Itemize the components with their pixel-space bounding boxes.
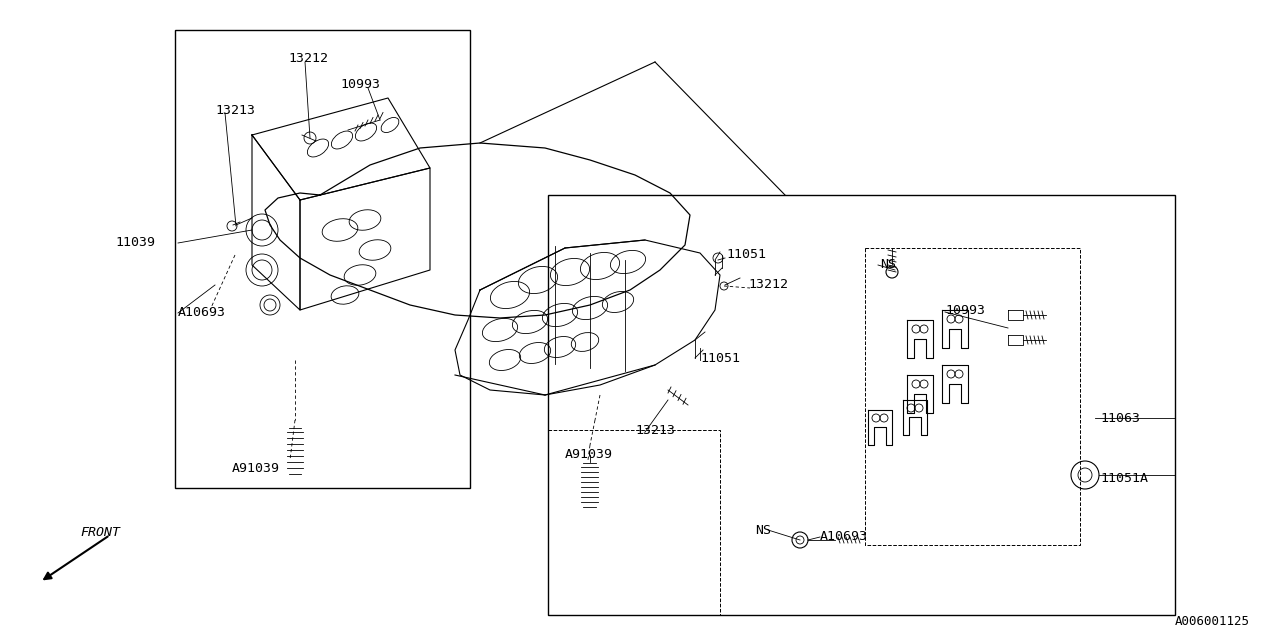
Text: A006001125: A006001125	[1175, 615, 1251, 628]
Text: 13212: 13212	[748, 278, 788, 291]
Text: 11051: 11051	[726, 248, 765, 262]
Text: A91039: A91039	[232, 461, 280, 474]
Text: 10993: 10993	[340, 79, 380, 92]
Bar	[548, 195, 1175, 615]
Text: 13213: 13213	[635, 424, 675, 436]
Text: 11051A: 11051A	[1100, 472, 1148, 484]
Text: 13213: 13213	[215, 104, 255, 116]
Text: 10993: 10993	[945, 303, 986, 317]
Text: A10693: A10693	[178, 307, 227, 319]
Text: 11063: 11063	[1100, 412, 1140, 424]
Text: 13212: 13212	[288, 51, 328, 65]
Bar	[175, 30, 470, 488]
Text: 11051: 11051	[700, 351, 740, 365]
Text: 11039: 11039	[115, 237, 155, 250]
Text: A10693: A10693	[820, 531, 868, 543]
Bar	[865, 248, 1080, 545]
Text: NS: NS	[881, 259, 896, 271]
Text: A91039: A91039	[564, 449, 613, 461]
Text: FRONT: FRONT	[79, 527, 120, 540]
Bar	[548, 430, 719, 615]
Text: NS: NS	[755, 524, 771, 536]
